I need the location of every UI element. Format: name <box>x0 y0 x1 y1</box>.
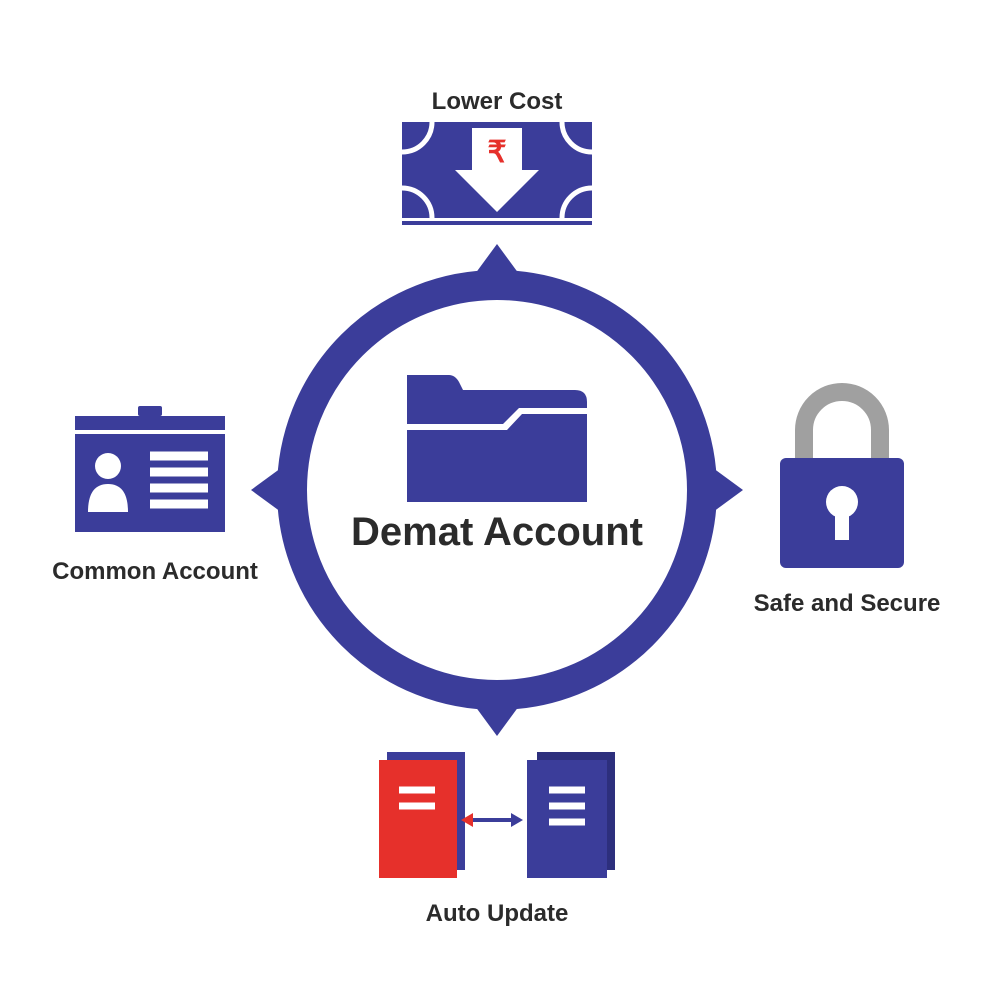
lock-icon <box>780 392 904 568</box>
center-title: Demat Account <box>310 510 684 555</box>
left-label: Common Account <box>40 558 270 586</box>
lower-cost-icon: ₹ <box>402 122 592 223</box>
common-account-icon <box>75 406 225 532</box>
bottom-label: Auto Update <box>380 900 614 928</box>
top-label: Lower Cost <box>380 88 614 116</box>
right-label: Safe and Secure <box>742 590 952 618</box>
auto-update-icon <box>379 752 615 878</box>
diagram-canvas: ₹ <box>0 0 1000 1000</box>
folder-icon <box>407 375 587 502</box>
svg-text:₹: ₹ <box>487 136 506 169</box>
